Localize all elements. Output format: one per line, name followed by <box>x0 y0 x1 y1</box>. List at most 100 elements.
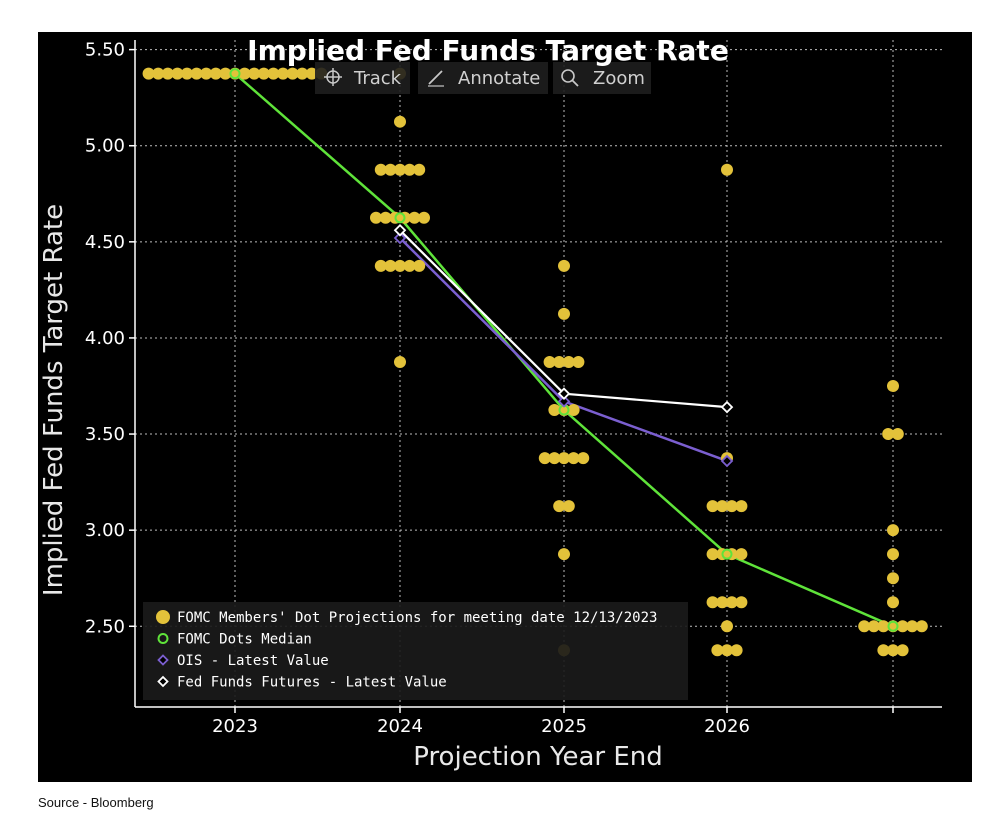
dot-projection <box>277 67 289 80</box>
legend-label: FOMC Members' Dot Projections for meetin… <box>177 610 657 626</box>
dot-projection <box>267 67 280 80</box>
dot-projection <box>384 163 397 176</box>
dot-projection <box>735 500 748 513</box>
y-tick-label: 4.00 <box>85 328 125 349</box>
dot-projection <box>577 452 590 465</box>
dot-projection <box>374 259 387 272</box>
futures-marker <box>393 224 407 237</box>
dot-projection <box>142 67 155 80</box>
dot-projection <box>716 500 729 513</box>
pencil-icon <box>428 70 444 87</box>
futures-marker <box>557 387 571 400</box>
legend-swatch-dots <box>156 610 170 624</box>
zoom-button[interactable]: Zoom <box>593 68 645 89</box>
y-tick-label: 2.50 <box>85 616 125 637</box>
dot-projection <box>572 355 585 368</box>
dot-projection <box>384 259 397 272</box>
dot-projection <box>858 620 871 633</box>
legend-label: Fed Funds Futures - Latest Value <box>177 675 447 691</box>
y-tick-label: 3.00 <box>85 520 125 541</box>
dot-projection <box>721 644 733 657</box>
chart-panel: 2.50 3.00 3.50 4.00 4.50 5.00 5.50 2023 2024 2025… <box>38 32 972 782</box>
legend-label: FOMC Dots Median <box>177 632 312 648</box>
dot-projection <box>403 259 416 272</box>
median-marker <box>229 68 241 80</box>
dot-projection <box>553 500 566 513</box>
dot-projection <box>730 644 743 657</box>
x-tick-label: 2026 <box>704 716 750 737</box>
legend-swatch-ois <box>157 654 169 666</box>
dot-projection <box>379 211 392 224</box>
dot-projection <box>558 307 570 320</box>
dot-projection <box>716 596 729 609</box>
annotate-button[interactable]: Annotate <box>458 68 540 89</box>
legend-swatch-median <box>157 633 169 644</box>
source-note: Source - Bloomberg <box>38 795 154 810</box>
dot-projection <box>735 596 748 609</box>
median-marker <box>394 212 406 224</box>
dot-projection <box>413 163 426 176</box>
dot-projection <box>915 620 928 633</box>
median-marker <box>887 620 899 632</box>
toolbar-zoom-bg <box>553 62 651 94</box>
dot-projection <box>721 620 733 633</box>
dot-projection <box>219 67 232 80</box>
dot-projection <box>735 548 748 561</box>
dot-projection <box>877 644 890 657</box>
y-axis-title: Implied Fed Funds Target Rate <box>39 204 69 596</box>
dot-projection <box>887 572 899 585</box>
dot-projection <box>152 67 165 80</box>
dot-projection <box>725 500 738 513</box>
dot-projection <box>408 211 421 224</box>
dot-projection <box>721 163 733 176</box>
dot-projection <box>553 355 566 368</box>
dot-projection <box>706 500 719 513</box>
dot-projection <box>296 67 309 80</box>
dot-projection <box>257 67 270 80</box>
dot-projection <box>394 115 406 128</box>
dot-projection <box>887 548 899 561</box>
dot-projection <box>706 548 719 561</box>
legend-swatch-futures <box>157 675 169 688</box>
dot-projection <box>286 67 299 80</box>
dot-projection <box>543 355 556 368</box>
dot-projection <box>562 500 575 513</box>
dot-projection <box>891 428 904 441</box>
dot-projection <box>882 428 895 441</box>
dot-projection <box>171 67 184 80</box>
chart-title: Implied Fed Funds Target Rate <box>247 34 729 67</box>
dot-projection <box>558 452 570 465</box>
median-marker <box>721 548 733 560</box>
dot-projection <box>190 67 203 80</box>
dot-projection <box>538 452 551 465</box>
y-tick-label: 5.00 <box>85 136 125 157</box>
dot-projection <box>567 404 580 417</box>
dot-projection <box>558 548 570 561</box>
dot-projection <box>887 524 899 537</box>
x-tick-label: 2025 <box>541 716 587 737</box>
dot-projection <box>238 67 251 80</box>
dot-projection <box>161 67 174 80</box>
legend-label: OIS - Latest Value <box>177 653 329 669</box>
toolbar-annotate-bg <box>418 62 548 94</box>
crosshair-icon <box>324 68 342 86</box>
dot-projection <box>548 452 561 465</box>
x-axis-title: Projection Year End <box>413 742 663 772</box>
dot-projection <box>374 163 387 176</box>
track-button[interactable]: Track <box>353 68 402 89</box>
dot-projection <box>906 620 919 633</box>
x-tick-label: 2023 <box>212 716 258 737</box>
x-tick-label: 2024 <box>377 716 423 737</box>
dot-projection <box>200 67 213 80</box>
dot-projection <box>418 211 430 224</box>
dot-projection <box>562 355 575 368</box>
dot-projection <box>548 404 561 417</box>
dot-projection <box>413 259 426 272</box>
dot-projection <box>370 211 382 224</box>
ois-marker <box>720 454 734 468</box>
dot-projection <box>706 596 719 609</box>
dot-projection <box>305 67 318 80</box>
dot-projection <box>394 355 406 368</box>
dot-projection <box>887 379 899 392</box>
ois-marker <box>557 395 571 408</box>
